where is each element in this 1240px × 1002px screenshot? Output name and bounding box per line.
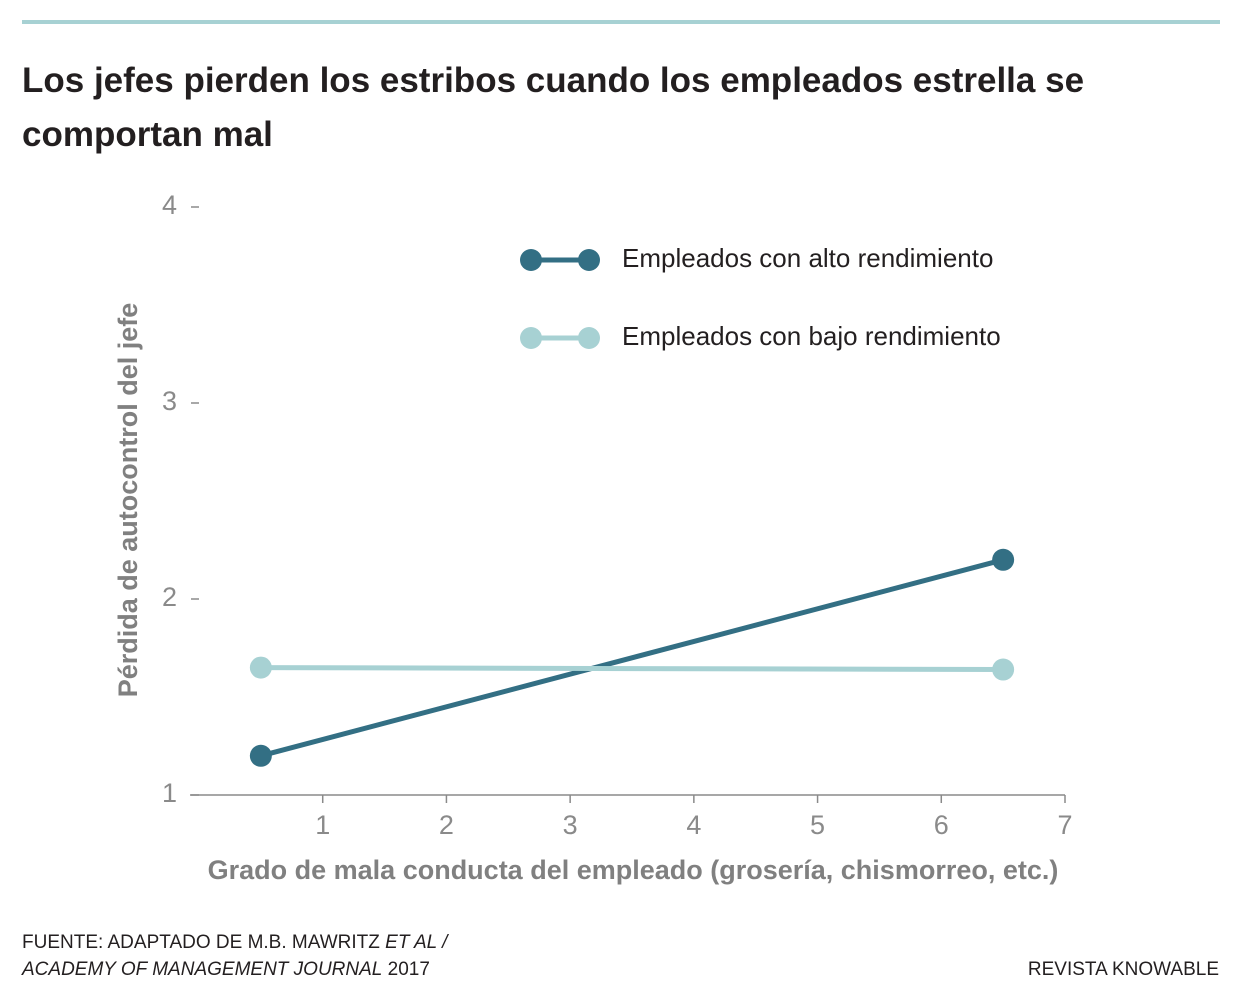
chart-title: Los jefes pierden los estribos cuando lo… (22, 61, 1085, 154)
x-tick-label: 6 (934, 810, 949, 840)
data-point (992, 658, 1015, 681)
source-part: ACADEMY OF MANAGEMENT JOURNAL (21, 959, 382, 980)
source-part: ET AL / (385, 932, 449, 953)
data-point (249, 744, 272, 767)
legend-label: Empleados con alto rendimiento (622, 243, 993, 273)
data-point (992, 548, 1015, 571)
legend-marker (578, 249, 600, 271)
legend-marker (578, 327, 600, 349)
series-line (260, 665, 1004, 673)
x-tick-label: 3 (563, 810, 578, 840)
legend-label: Empleados con bajo rendimiento (622, 321, 1001, 351)
x-tick-label: 4 (686, 810, 701, 840)
x-tick-label: 2 (439, 810, 454, 840)
legend-marker (520, 249, 542, 271)
x-axis-title: Grado de mala conducta del empleado (gro… (208, 855, 1059, 885)
y-tick-label: 3 (162, 386, 177, 416)
series-line (260, 557, 1004, 759)
source-part: FUENTE: ADAPTADO DE M.B. MAWRITZ (22, 932, 380, 953)
data-point (249, 656, 272, 679)
y-tick-label: 4 (162, 190, 177, 220)
source: ACADEMY OF MANAGEMENT JOURNAL 2017 (21, 959, 430, 980)
x-tick-label: 1 (315, 810, 330, 840)
source-part: 2017 (388, 959, 430, 980)
source: FUENTE: ADAPTADO DE M.B. MAWRITZ ET AL / (22, 932, 449, 953)
legend-marker (520, 327, 542, 349)
y-axis-title: Pérdida de autocontrol del jefe (113, 303, 143, 698)
credit: REVISTA KNOWABLE (1028, 959, 1219, 980)
x-tick-label: 5 (810, 810, 825, 840)
y-tick-label: 1 (162, 778, 177, 808)
x-tick-label: 7 (1057, 810, 1072, 840)
y-tick-label: 2 (162, 582, 177, 612)
